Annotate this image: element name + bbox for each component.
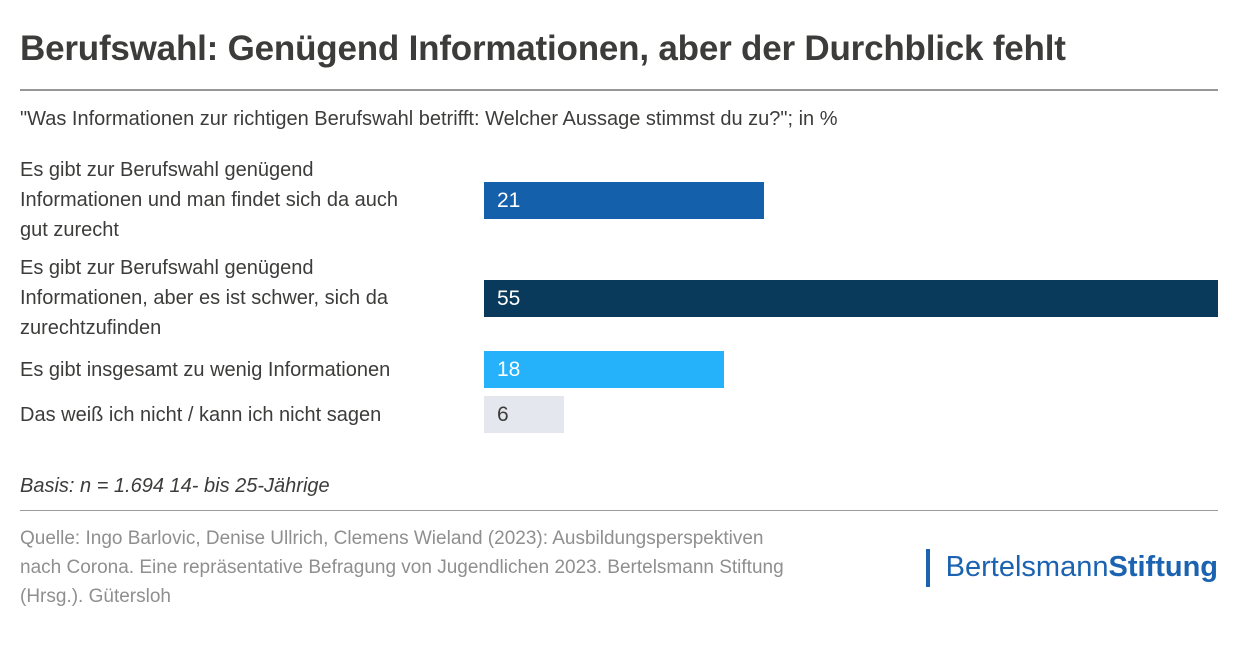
title-divider [20, 89, 1218, 91]
chart-row: Es gibt insgesamt zu wenig Informationen… [20, 351, 1218, 388]
bar-label: Es gibt insgesamt zu wenig Informationen [20, 358, 391, 381]
bar-area: 18 [484, 351, 1218, 388]
footer: Quelle: Ingo Barlovic, Denise Ullrich, C… [20, 524, 1218, 611]
source-text: Quelle: Ingo Barlovic, Denise Ullrich, C… [20, 524, 784, 611]
logo-text-bold: Stiftung [1108, 551, 1218, 583]
bar-value-label: 55 [497, 286, 521, 310]
bar: 21 [484, 181, 765, 219]
chart-row: Es gibt zur Berufswahl genügend Informat… [20, 155, 1218, 245]
logo-text-regular: Bertelsmann [945, 551, 1109, 583]
bar-area: 6 [484, 396, 1218, 433]
chart-rows: Es gibt zur Berufswahl genügend Informat… [20, 155, 1218, 433]
chart-row: Das weiß ich nicht / kann ich nicht sage… [20, 396, 1218, 433]
bar: 6 [484, 396, 565, 433]
chart-subtitle: "Was Informationen zur richtigen Berufsw… [20, 108, 838, 130]
bar-value-label: 6 [497, 403, 509, 426]
logo-vertical-bar-icon [925, 548, 930, 587]
bar-value-label: 21 [497, 188, 521, 212]
source-line: nach Corona. Eine repräsentative Befragu… [20, 557, 784, 578]
chart-row: Es gibt zur Berufswahl genügend Informat… [20, 253, 1218, 343]
bar: 55 [484, 279, 1218, 317]
bar-label: Es gibt zur Berufswahl genügend Informat… [20, 159, 399, 241]
logo-text: BertelsmannStiftung [946, 551, 1218, 584]
bar: 18 [484, 351, 725, 388]
source-line: (Hrsg.). Gütersloh [20, 586, 171, 607]
bar-label: Es gibt zur Berufswahl genügend Informat… [20, 257, 388, 339]
bar-area: 21 [484, 181, 1218, 219]
bar-chart: Es gibt zur Berufswahl genügend Informat… [20, 155, 1218, 433]
basis-note: Basis: n = 1.694 14- bis 25-Jährige [20, 475, 330, 497]
footer-divider [20, 510, 1218, 511]
bertelsmann-stiftung-logo: BertelsmannStiftung [925, 548, 1218, 587]
bar-label: Das weiß ich nicht / kann ich nicht sage… [20, 403, 382, 426]
bar-area: 55 [484, 279, 1218, 317]
bar-value-label: 18 [497, 358, 521, 381]
source-line: Quelle: Ingo Barlovic, Denise Ullrich, C… [20, 528, 764, 549]
page-title: Berufswahl: Genügend Informationen, aber… [20, 29, 1066, 68]
